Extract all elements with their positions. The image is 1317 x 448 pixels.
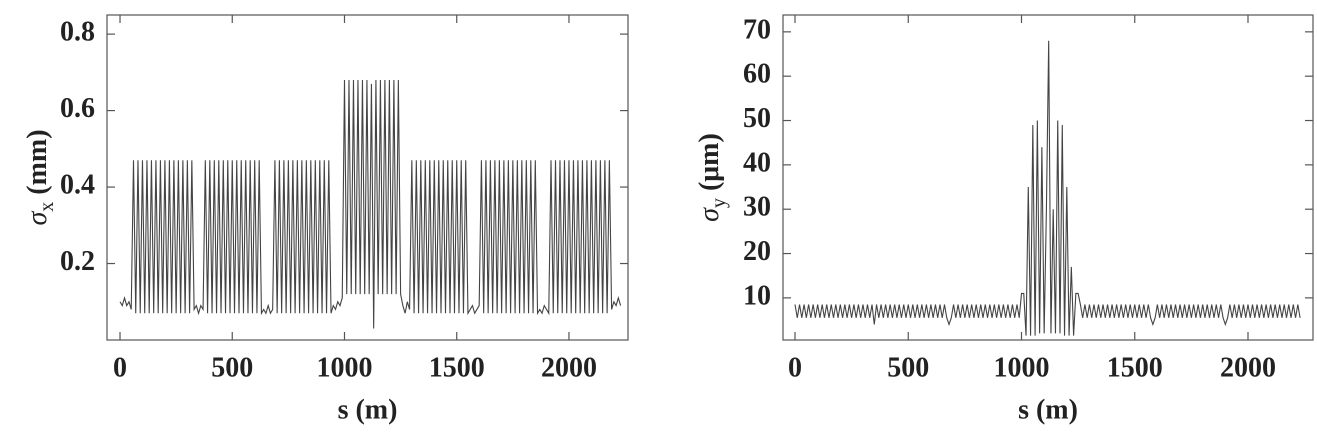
y-label-unit: (mm) [22, 129, 53, 201]
y-tick-label: 0.6 [60, 93, 95, 124]
plot-frame [782, 14, 1314, 341]
y-label-subscript: x [36, 202, 58, 212]
x-tick-label: 500 [887, 352, 929, 383]
y-tick-label: 10 [743, 280, 771, 311]
chart-panel: 0 500 1000 1500 2000 10 20 30 40 50 60 70 s (m) σy (μ… [694, 14, 1314, 425]
x-tick-label: 1000 [994, 352, 1050, 383]
x-tick-label: 2000 [1220, 352, 1276, 383]
x-tick-label: 2000 [541, 352, 597, 383]
y-tick-label: 60 [743, 59, 771, 90]
x-tick-label: 1500 [1107, 352, 1163, 383]
x-tick-label: 500 [211, 352, 253, 383]
y-tick-label: 50 [743, 103, 771, 134]
y-tick-label: 0.2 [60, 246, 95, 277]
x-axis-label: s (m) [1018, 394, 1078, 425]
y-tick-label: 0.4 [60, 169, 95, 200]
y-axis-label: σx (mm) [22, 129, 57, 225]
y-label-symbol: σ [22, 211, 53, 226]
y-axis-label: σy (μm) [694, 133, 729, 222]
y-label-symbol: σ [694, 207, 725, 222]
x-tick-label: 1500 [429, 352, 485, 383]
data-line [119, 79, 622, 329]
chart-panel: 0 500 1000 1500 2000 0.2 0.4 0.6 0.8 s (m) σx (mm) [22, 14, 629, 425]
x-tick-label: 1000 [316, 352, 372, 383]
y-tick-label: 70 [743, 14, 771, 45]
x-tick-label: 0 [788, 352, 802, 383]
y-tick-label: 0.8 [60, 17, 95, 48]
y-tick-label: 30 [743, 192, 771, 223]
x-axis-label: s (m) [338, 394, 398, 425]
y-tick-label: 40 [743, 147, 771, 178]
y-label-unit: (μm) [694, 133, 725, 198]
data-line [794, 40, 1301, 336]
y-label-subscript: y [708, 198, 730, 208]
y-tick-label: 20 [743, 236, 771, 267]
plot-frame [106, 14, 629, 341]
x-tick-label: 0 [113, 352, 127, 383]
